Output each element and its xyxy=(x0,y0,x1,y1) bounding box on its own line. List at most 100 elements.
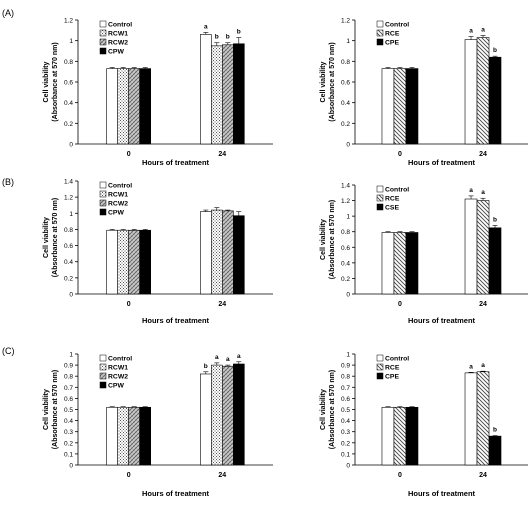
x-tick-label: 24 xyxy=(479,301,487,308)
significance-label: b xyxy=(215,34,219,41)
legend-label: Control xyxy=(385,187,409,194)
bar xyxy=(476,200,490,295)
bar xyxy=(488,227,502,295)
panel-label-a: (A) xyxy=(2,8,14,18)
bar xyxy=(211,45,223,145)
y-tick-label: 1.2 xyxy=(64,18,73,25)
y-tick-label: 0 xyxy=(69,463,73,470)
x-axis-label: Hours of treatment xyxy=(142,489,210,498)
y-tick-label: 1 xyxy=(69,352,73,359)
x-axis-label: Hours of treatment xyxy=(408,316,476,325)
legend-swatch xyxy=(99,354,107,362)
legend-swatch xyxy=(376,185,384,193)
y-tick-label: 0.6 xyxy=(64,80,73,87)
legend-swatch xyxy=(376,29,384,37)
x-tick-label: 24 xyxy=(218,472,226,479)
y-axis-label: (Absorbance at 570 nm) xyxy=(329,370,336,449)
legend-label: RCW2 xyxy=(108,40,128,47)
y-tick-label: 1.2 xyxy=(341,198,350,205)
legend-swatch xyxy=(376,354,384,362)
y-tick-label: 0.2 xyxy=(64,121,73,128)
x-tick-label: 0 xyxy=(127,151,131,158)
legend-label: Control xyxy=(385,22,409,29)
x-tick-label: 24 xyxy=(479,151,487,158)
significance-label: a xyxy=(469,187,473,194)
y-tick-label: 0 xyxy=(346,142,350,149)
bar xyxy=(405,232,419,295)
bar xyxy=(117,406,129,466)
bar xyxy=(106,68,118,145)
y-axis-label: (Absorbance at 570 nm) xyxy=(329,200,336,279)
legend-swatch xyxy=(376,203,384,211)
bar xyxy=(393,232,407,295)
bar xyxy=(117,68,129,145)
significance-label: a xyxy=(469,363,473,370)
bar xyxy=(476,371,490,466)
legend-label: RCW2 xyxy=(108,201,128,208)
legend-swatch xyxy=(99,190,107,198)
y-axis-label: Cell viability xyxy=(320,61,327,102)
y-tick-label: 0.2 xyxy=(64,440,73,447)
bar xyxy=(381,406,395,466)
y-tick-label: 1 xyxy=(69,211,73,218)
bar xyxy=(393,406,407,466)
significance-label: a xyxy=(215,354,219,361)
panel-label-c: (C) xyxy=(2,346,15,356)
y-tick-label: 1.2 xyxy=(64,195,73,202)
bar xyxy=(106,229,118,295)
y-tick-label: 0.3 xyxy=(64,429,73,436)
bar xyxy=(381,68,395,145)
y-tick-label: 0.8 xyxy=(341,374,350,381)
y-tick-label: 0.4 xyxy=(341,260,350,267)
legend-swatch xyxy=(376,38,384,46)
x-tick-label: 0 xyxy=(127,472,131,479)
bar xyxy=(106,406,118,466)
legend-swatch xyxy=(99,38,107,46)
significance-label: a xyxy=(204,23,208,30)
legend-label: CPW xyxy=(108,383,124,390)
legend-swatch xyxy=(99,208,107,216)
y-tick-label: 0.1 xyxy=(341,451,350,458)
y-tick-label: 0.6 xyxy=(64,243,73,250)
y-tick-label: 0.2 xyxy=(341,121,350,128)
legend-swatch xyxy=(376,20,384,28)
chart-5: 0 0.1 0.2 0.3 0.4 0.5 0.6 0.7 0.8 0.9 1 Cell viabil… xyxy=(43,352,273,498)
significance-label: a xyxy=(481,27,485,34)
legend-label: RCE xyxy=(385,196,400,203)
y-tick-label: 1 xyxy=(346,38,350,45)
bar xyxy=(128,229,140,295)
y-tick-label: 0.8 xyxy=(341,229,350,236)
significance-label: a xyxy=(469,28,473,35)
significance-label: b xyxy=(493,47,497,54)
significance-label: a xyxy=(481,189,485,196)
y-tick-label: 0.4 xyxy=(64,259,73,266)
y-axis-label: (Absorbance at 570 nm) xyxy=(52,370,59,449)
y-tick-label: 0.4 xyxy=(341,418,350,425)
y-axis-label: (Absorbance at 570 nm) xyxy=(52,198,59,277)
y-tick-label: 1.4 xyxy=(64,179,73,186)
y-tick-label: 1.4 xyxy=(341,183,350,190)
y-tick-label: 0.8 xyxy=(64,59,73,66)
panel-label-b: (B) xyxy=(2,177,14,187)
y-axis-label: (Absorbance at 570 nm) xyxy=(52,42,59,121)
x-axis-label: Hours of treatment xyxy=(408,489,476,498)
x-tick-label: 24 xyxy=(218,151,226,158)
bar xyxy=(222,44,234,145)
legend-swatch xyxy=(99,29,107,37)
significance-label: b xyxy=(237,29,241,36)
legend-swatch xyxy=(376,363,384,371)
y-tick-label: 0.2 xyxy=(341,276,350,283)
legend-label: RCW1 xyxy=(108,192,128,199)
y-axis-label: Cell viability xyxy=(320,219,327,260)
legend-swatch xyxy=(376,194,384,202)
legend-label: CPE xyxy=(385,40,399,47)
y-tick-label: 0.6 xyxy=(341,396,350,403)
significance-label: b xyxy=(204,363,208,370)
chart-4: 0 0.2 0.4 0.6 0.8 1 1.2 1.4 Cell viability (Absor… xyxy=(320,183,528,325)
legend-swatch xyxy=(99,199,107,207)
bar xyxy=(233,363,245,466)
y-tick-label: 1 xyxy=(346,214,350,221)
bar xyxy=(488,56,502,145)
bar xyxy=(488,435,502,466)
x-tick-label: 0 xyxy=(127,301,131,308)
